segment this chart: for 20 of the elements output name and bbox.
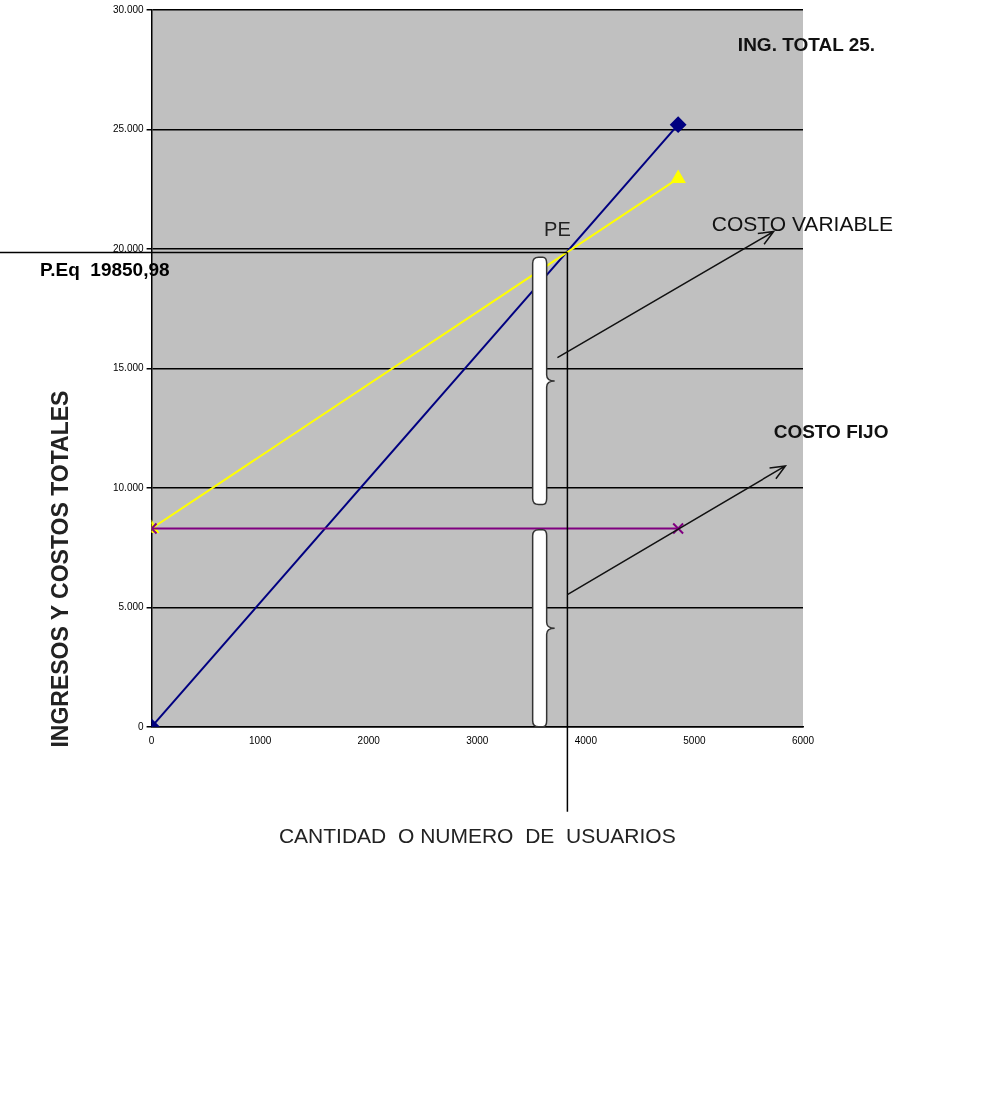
annotation: COSTO VARIABLE (711, 211, 894, 235)
x-tick-label: 3000 (466, 734, 489, 746)
y-tick-label: 20.000 (112, 242, 145, 254)
x-tick-label: 6000 (791, 734, 815, 746)
x-tick-label: 1000 (249, 734, 272, 746)
y-tick-label: 30.000 (112, 3, 145, 15)
ref-line-label: PE (544, 218, 571, 241)
y-tick-label: 0 (138, 720, 145, 732)
x-axis-title: CANTIDAD O NUMERO DE USUARIOS (278, 824, 676, 848)
y-tick-label: 15.000 (112, 362, 145, 374)
y-tick-label: 25.000 (112, 123, 145, 135)
x-tick-label: 4000 (574, 734, 598, 746)
y-tick-label: 10.000 (112, 481, 145, 493)
y-axis-title: INGRESOS Y COSTOS TOTALES (47, 390, 74, 748)
y-tick-label: 5.000 (118, 601, 145, 613)
annotation: ING. TOTAL 25. (737, 34, 876, 56)
x-tick-label: 5000 (683, 734, 706, 746)
x-tick-label: 0 (148, 734, 155, 746)
annotation: COSTO FIJO (773, 421, 889, 443)
x-tick-label: 2000 (357, 734, 381, 746)
